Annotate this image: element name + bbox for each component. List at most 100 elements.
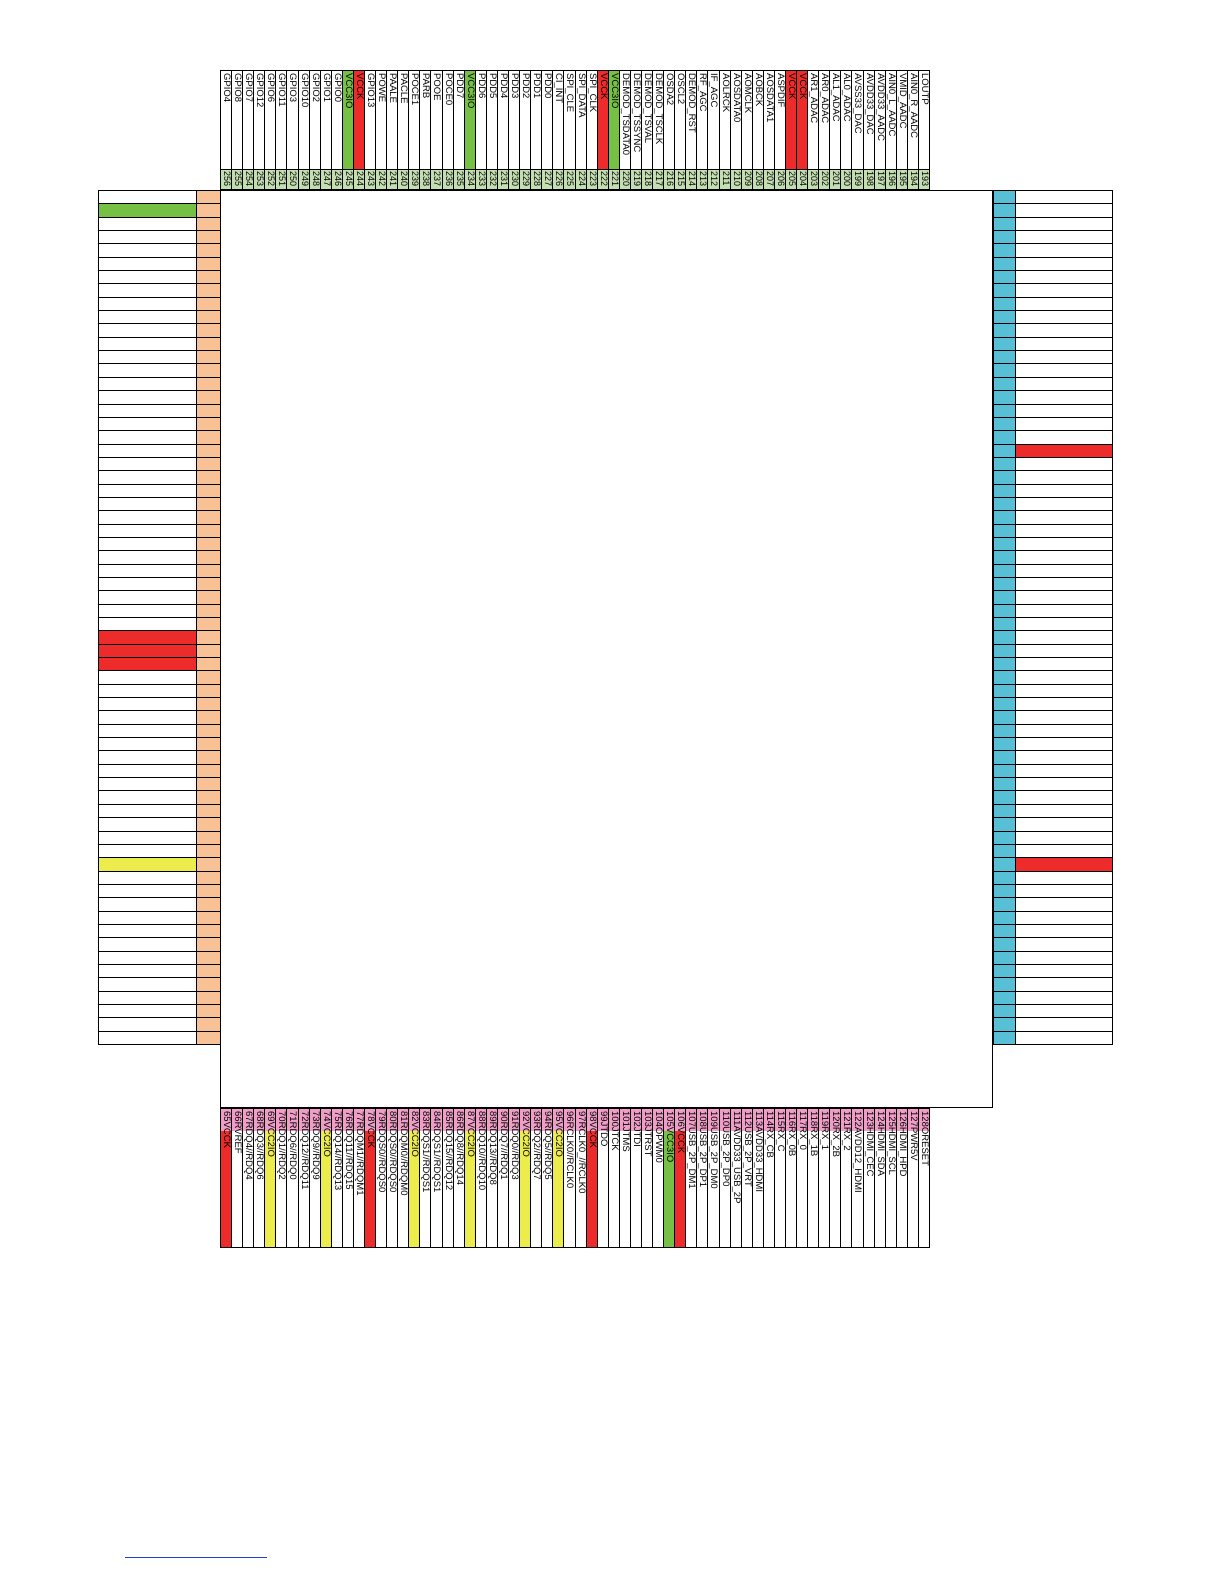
right-pad-cell — [993, 843, 1016, 859]
left-pin-row — [98, 990, 197, 1005]
left-pad-cell — [196, 563, 221, 578]
right-pin-row — [1015, 857, 1113, 872]
pin-color-fill — [331, 71, 342, 169]
pin-number-pad — [420, 169, 431, 189]
pin-number-pad — [265, 1109, 276, 1131]
right-pin-row — [1015, 323, 1113, 338]
pin-number-pad — [298, 1109, 309, 1131]
pin-number-pad — [630, 1109, 641, 1131]
pin-number-pad — [608, 1109, 619, 1131]
right-pad-cell — [993, 270, 1016, 285]
top-pin-253: GPIO12 253 — [253, 70, 266, 190]
right-pad-cell — [993, 643, 1016, 659]
left-pin-row — [98, 883, 197, 899]
left-pin-row — [98, 630, 197, 645]
left-pin-row — [98, 336, 197, 352]
pin-color-fill — [221, 71, 232, 169]
pin-number-pad — [254, 1109, 265, 1131]
top-pin-251: GPIO11 251 — [275, 70, 288, 190]
left-pad-cell — [196, 216, 221, 232]
pin-number-pad — [918, 1109, 929, 1131]
pin-color-fill — [819, 71, 830, 169]
pin-number-pad — [885, 169, 896, 189]
left-pad-cell — [196, 710, 221, 725]
pin-number-pad — [232, 1109, 243, 1131]
right-pad-cell — [993, 203, 1016, 218]
left-pin-row — [98, 203, 197, 218]
pin-number-pad — [719, 169, 730, 189]
right-pad-cell — [993, 510, 1016, 525]
left-pad-cell — [196, 1030, 221, 1045]
right-pin-row — [1015, 910, 1113, 925]
pin-color-fill — [298, 71, 309, 169]
left-pin-row — [98, 536, 197, 552]
bottom-pin-strip: 65VCCK 66RVREF 67RDQ4//RDQ4 68RDQ3//RDQ6 69V… — [220, 1108, 930, 1248]
left-pad-cell — [196, 883, 221, 899]
right-pin-row — [1015, 643, 1113, 659]
left-pad-cell — [196, 576, 221, 592]
top-pin-244: VCCK 244 — [352, 70, 366, 190]
pin-number-pad — [808, 1109, 819, 1131]
pin-number-pad — [863, 1109, 874, 1131]
pin-number-pad — [819, 169, 830, 189]
right-pin-row — [1015, 990, 1113, 1005]
pin-number-pad — [320, 169, 331, 189]
pin-number-pad — [830, 1109, 841, 1131]
pin-number-pad — [398, 169, 409, 189]
pin-color-fill — [497, 71, 509, 169]
right-pad-cell — [993, 830, 1016, 845]
left-pad-cell — [196, 203, 221, 218]
pin-number-pad — [664, 169, 675, 189]
right-pad-cell — [993, 950, 1016, 965]
left-pad-cell — [196, 590, 221, 605]
left-pin-row — [98, 363, 197, 378]
right-pin-row — [1015, 777, 1113, 792]
pin-number-pad — [453, 169, 464, 189]
pin-color-fill — [830, 71, 841, 169]
pin-number-pad — [464, 1109, 475, 1131]
pin-number-pad — [531, 1109, 542, 1131]
pin-number-pad — [298, 169, 309, 189]
pin-color-fill — [420, 71, 431, 169]
pin-color-fill — [664, 71, 675, 169]
pin-number-pad — [686, 169, 697, 189]
pin-number-pad — [653, 1109, 664, 1131]
left-pad-cell — [196, 190, 221, 205]
left-pin-row — [98, 830, 197, 845]
pin-number-pad — [630, 169, 641, 189]
pin-text: 128ORESET — [918, 1111, 930, 1166]
right-pin-row — [1015, 630, 1113, 645]
pin-number: 193 — [919, 171, 930, 187]
pin-number-pad — [497, 1109, 509, 1131]
left-pin-row — [98, 697, 197, 712]
left-pad-cell — [196, 857, 221, 872]
pin-color-fill — [907, 71, 918, 169]
right-pad-cell — [993, 870, 1016, 885]
pin-number-pad — [697, 169, 708, 189]
right-pad-cell — [993, 990, 1016, 1005]
top-pin-226: CI_INT 226 — [552, 70, 565, 190]
left-pin-row — [98, 390, 197, 405]
pin-number-pad — [475, 1109, 486, 1131]
pin-color-fill — [464, 71, 475, 169]
left-pad-cell — [196, 763, 221, 779]
right-pad-cell — [993, 897, 1016, 912]
pin-number-pad — [542, 1109, 553, 1131]
right-pin-row — [1015, 363, 1113, 378]
pin-number-pad — [287, 169, 298, 189]
right-pad-cell — [993, 350, 1016, 365]
left-pad-cell — [196, 470, 221, 485]
pin-number-pad — [675, 1109, 686, 1131]
left-pin-row — [98, 270, 197, 285]
pin-number-pad — [575, 169, 586, 189]
pin-number-pad — [276, 1109, 287, 1131]
right-pin-row — [1015, 1003, 1113, 1019]
right-pad-cell — [993, 430, 1016, 445]
pin-number-pad — [464, 169, 475, 189]
left-pin-row — [98, 763, 197, 779]
right-pad-cell — [993, 216, 1016, 232]
left-pin-row — [98, 283, 197, 298]
right-pin-row — [1015, 603, 1113, 618]
pin-color-fill — [575, 71, 586, 169]
right-pin-row — [1015, 470, 1113, 485]
